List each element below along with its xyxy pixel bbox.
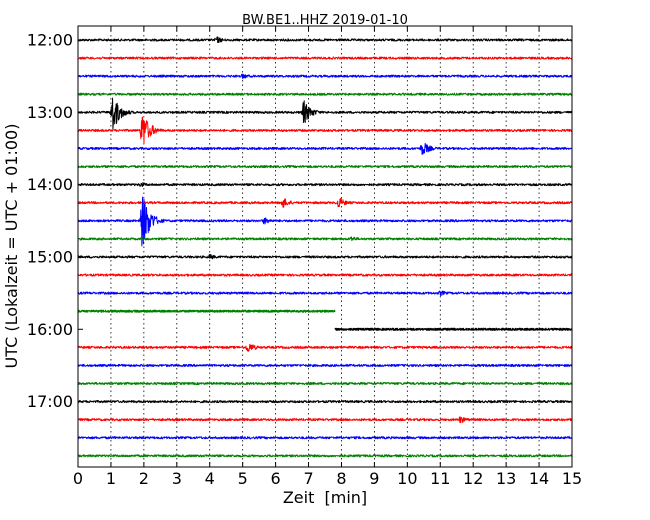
chart-title: BW.BE1..HHZ 2019-01-10 [242, 13, 408, 28]
trace-line [77, 253, 573, 260]
x-axis-label: Zeit [min] [283, 488, 367, 507]
y-tick-label: 13:00 [27, 103, 73, 122]
x-tick-label: 7 [303, 469, 313, 488]
x-tick-label: 11 [430, 469, 450, 488]
trace-line [77, 343, 573, 352]
trace-line [77, 416, 573, 424]
trace-line [77, 36, 573, 44]
trace-line [77, 164, 573, 169]
x-tick-label: 15 [562, 469, 582, 488]
trace-line [77, 56, 573, 60]
trace-line [77, 116, 573, 144]
trace-line [77, 309, 336, 313]
x-tick-label: 0 [73, 469, 83, 488]
trace-line [77, 92, 573, 96]
y-axis: 12:00 13:00 14:00 15:00 16:00 17:00 [27, 31, 572, 411]
x-tick-label: 9 [369, 469, 379, 488]
x-tick-label: 12 [463, 469, 483, 488]
trace-line [77, 97, 573, 130]
x-tick-label: 1 [106, 469, 116, 488]
y-axis-label: UTC (Lokalzeit = UTC + 01:00) [2, 124, 21, 369]
grid-layer [110, 26, 540, 467]
x-tick-label: 4 [205, 469, 215, 488]
trace-line [77, 400, 573, 404]
trace-line [77, 198, 573, 208]
traces-layer [77, 36, 573, 458]
trace-line [77, 142, 573, 155]
x-tick-label: 5 [238, 469, 248, 488]
x-tick-label: 13 [496, 469, 516, 488]
trace-line [77, 73, 573, 80]
plot-frame [77, 25, 573, 468]
y-tick-label: 14:00 [27, 175, 73, 194]
trace-line [77, 182, 573, 188]
trace-line [77, 196, 573, 247]
y-tick-label: 15:00 [27, 247, 73, 266]
x-tick-label: 3 [172, 469, 182, 488]
x-axis: 0 1 2 3 4 5 6 7 8 9 10 11 12 13 14 15 [73, 26, 582, 488]
trace-line [77, 454, 573, 458]
y-tick-label: 17:00 [27, 392, 73, 411]
x-tick-label: 2 [139, 469, 149, 488]
x-tick-label: 14 [529, 469, 549, 488]
trace-line [334, 327, 573, 331]
trace-line [77, 381, 573, 386]
trace-line [77, 236, 573, 242]
x-tick-label: 6 [271, 469, 281, 488]
trace-line [77, 436, 573, 440]
trace-line [77, 363, 573, 368]
trace-line [77, 290, 573, 297]
y-tick-label: 12:00 [27, 31, 73, 50]
trace-line [77, 273, 573, 277]
x-tick-label: 8 [336, 469, 346, 488]
y-tick-label: 16:00 [27, 320, 73, 339]
x-tick-label: 10 [397, 469, 417, 488]
